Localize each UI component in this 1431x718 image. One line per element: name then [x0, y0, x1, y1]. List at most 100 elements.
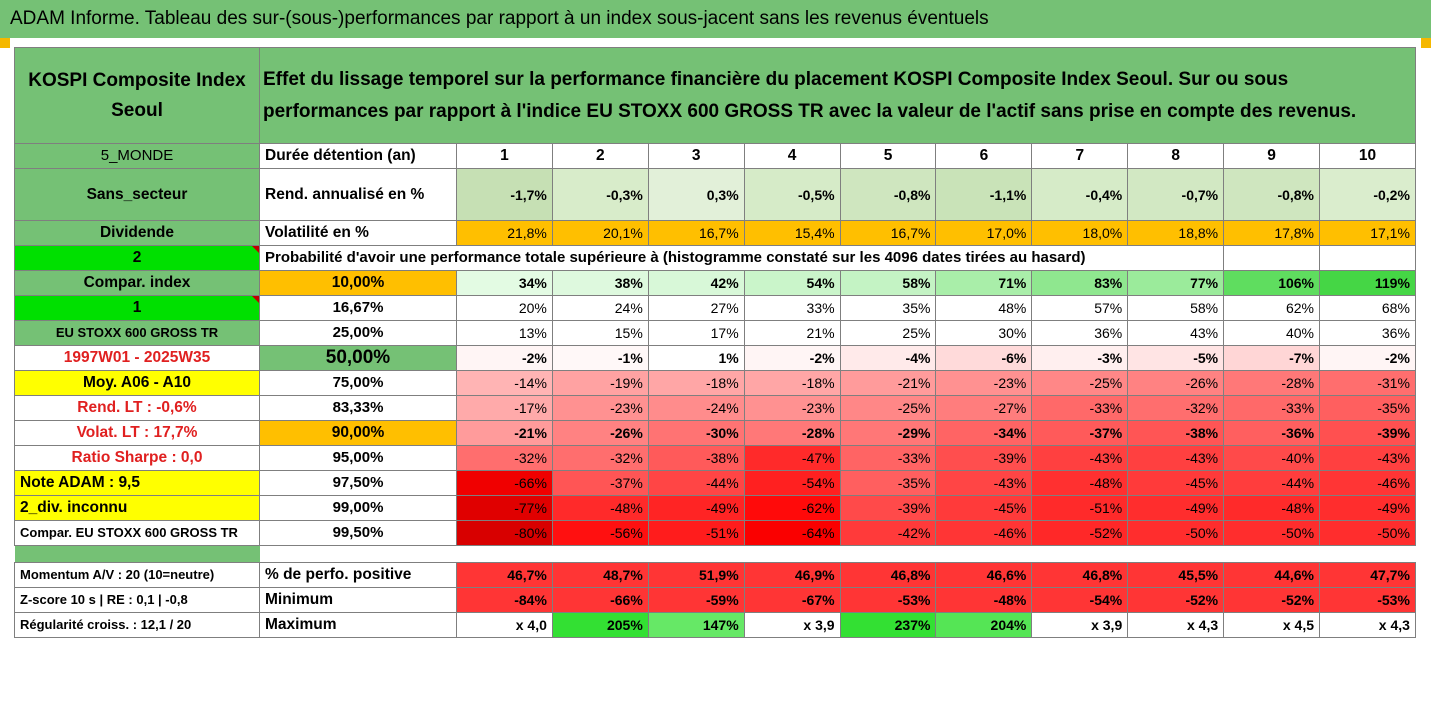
summary-row: Momentum A/V : 20 (10=neutre)% de perfo.…: [14, 562, 1416, 588]
summary-left-label: Z-score 10 s | RE : 0,1 | -0,8: [14, 587, 260, 613]
rend-cell: -1,1%: [935, 168, 1033, 221]
probability-value-cell: 35%: [839, 295, 937, 321]
probability-value-cell: -2%: [456, 345, 553, 371]
long-term-volatility-label: Volat. LT : 17,7%: [14, 420, 260, 446]
probability-value-cell: -5%: [1127, 345, 1225, 371]
holding-years-cell: 6: [935, 143, 1033, 169]
probability-value-cell: 38%: [551, 270, 649, 296]
probability-value-cell: 36%: [1031, 320, 1129, 346]
probability-value-cell: -33%: [839, 445, 937, 471]
probability-row: Compar. index 10,00% 34% 38% 42% 54% 58% 71% 83%…: [14, 270, 1416, 296]
vol-cell: 20,1%: [551, 220, 649, 246]
summary-value-cell: -48%: [935, 587, 1033, 613]
summary-row: Z-score 10 s | RE : 0,1 | -0,8 Minimum -84…: [14, 587, 1416, 613]
probability-value-cell: -17%: [456, 395, 553, 421]
summary-left-label: Régularité croiss. : 12,1 / 20: [14, 612, 260, 638]
vol-cell: 21,8%: [456, 220, 553, 246]
spacer-row: [14, 545, 1416, 563]
percentile-cell: 10,00%: [259, 270, 457, 296]
probability-value-cell: -24%: [647, 395, 745, 421]
summary-value-cell: 44,6%: [1223, 562, 1321, 588]
probability-row: 2_div. inconnu 99,00% -77% -48% -49% -62% -39%…: [14, 495, 1416, 521]
percentile-cell: 95,00%: [259, 445, 457, 471]
title-bar: ADAM Informe. Tableau des sur-(sous-)per…: [0, 0, 1431, 39]
probability-row: Rend. LT : -0,6% 83,33% -17% -23% -24% -23% -2…: [14, 395, 1416, 421]
probability-value-cell: -43%: [1127, 445, 1225, 471]
summary-value-cell: 46,6%: [935, 562, 1033, 588]
probability-value-cell: -30%: [647, 420, 745, 446]
percentile-cell: 99,00%: [259, 495, 457, 521]
summary-value-cell: 147%: [647, 612, 745, 638]
probability-value-cell: -39%: [935, 445, 1033, 471]
probability-value-cell: -66%: [456, 470, 553, 496]
probability-value-cell: -7%: [1223, 345, 1321, 371]
probability-value-cell: 119%: [1319, 270, 1416, 296]
years-row: 5_MONDE Durée détention (an) 1 2 3 4 5 6 7 8 9 10: [14, 143, 1416, 169]
probability-value-cell: 106%: [1223, 270, 1321, 296]
probability-value-cell: -48%: [1223, 495, 1321, 521]
probability-value-cell: -32%: [551, 445, 649, 471]
report-title: ADAM Informe. Tableau des sur-(sous-)per…: [10, 8, 989, 29]
prob-index-cell: 2: [14, 245, 260, 271]
probability-value-cell: 58%: [1127, 295, 1225, 321]
average-label: Moy. A06 - A10: [14, 370, 260, 396]
probability-value-cell: -46%: [1319, 470, 1416, 496]
probability-value-cell: 27%: [647, 295, 745, 321]
percentile-cell: 16,67%: [259, 295, 457, 321]
probability-value-cell: 57%: [1031, 295, 1129, 321]
probability-value-cell: -36%: [1223, 420, 1321, 446]
probability-value-cell: 58%: [839, 270, 937, 296]
vol-cell: 17,8%: [1223, 220, 1321, 246]
rend-row: Sans_secteur Rend. annualisé en % -1,7% -0,…: [14, 168, 1416, 221]
probability-value-cell: -19%: [551, 370, 649, 396]
performance-table: KOSPI Composite Index Seoul Effet du lis…: [14, 47, 1416, 638]
probability-value-cell: -34%: [935, 420, 1033, 446]
summary-row-label: % de perfo. positive: [259, 562, 457, 588]
probability-value-cell: 68%: [1319, 295, 1416, 321]
summary-value-cell: 46,9%: [743, 562, 841, 588]
probability-value-cell: -6%: [935, 345, 1033, 371]
probability-value-cell: 77%: [1127, 270, 1225, 296]
probability-value-cell: -46%: [935, 520, 1033, 546]
probability-value-cell: -26%: [551, 420, 649, 446]
probability-row: 1997W01 - 2025W35 50,00% -2% -1% 1% -2% -4% -6%…: [14, 345, 1416, 371]
probability-value-cell: -56%: [551, 520, 649, 546]
holding-years-cell: 1: [456, 143, 553, 169]
years-row-label: Durée détention (an): [259, 143, 457, 169]
probability-row: Ratio Sharpe : 0,0 95,00% -32% -32% -38% -47%…: [14, 445, 1416, 471]
probability-value-cell: -26%: [1127, 370, 1225, 396]
summary-value-cell: -53%: [1319, 587, 1416, 613]
probability-value-cell: 83%: [1031, 270, 1129, 296]
probability-value-cell: -44%: [1223, 470, 1321, 496]
probability-value-cell: 43%: [1127, 320, 1225, 346]
spacer-cell: [14, 545, 260, 563]
summary-value-cell: 204%: [935, 612, 1033, 638]
rend-cell: -1,7%: [456, 168, 553, 221]
probability-value-cell: 25%: [839, 320, 937, 346]
probability-row: Note ADAM : 9,5 97,50% -66% -37% -44% -54% -35…: [14, 470, 1416, 496]
vol-cell: 16,7%: [839, 220, 937, 246]
vol-cell: 15,4%: [743, 220, 841, 246]
period-label: 1997W01 - 2025W35: [14, 345, 260, 371]
vol-cell: 17,0%: [935, 220, 1033, 246]
summary-value-cell: -84%: [456, 587, 553, 613]
probability-value-cell: 30%: [935, 320, 1033, 346]
percentile-cell: 25,00%: [259, 320, 457, 346]
corner-marker-right: [1421, 38, 1431, 48]
probability-value-cell: -51%: [647, 520, 745, 546]
summary-value-cell: x 3,9: [743, 612, 841, 638]
probability-row: EU STOXX 600 GROSS TR 25,00% 13% 15% 17% 21% 2…: [14, 320, 1416, 346]
holding-years-cell: 9: [1223, 143, 1321, 169]
rend-row-label: Rend. annualisé en %: [259, 168, 457, 221]
probability-value-cell: 48%: [935, 295, 1033, 321]
percentile-cell: 99,50%: [259, 520, 457, 546]
empty-cell: [1319, 245, 1416, 271]
probability-value-cell: -18%: [743, 370, 841, 396]
probability-value-cell: -43%: [935, 470, 1033, 496]
probability-value-cell: -64%: [743, 520, 841, 546]
summary-row-label: Maximum: [259, 612, 457, 638]
probability-value-cell: -80%: [456, 520, 553, 546]
probability-value-cell: -28%: [743, 420, 841, 446]
report-description: Effet du lissage temporel sur la perform…: [259, 47, 1416, 144]
probability-value-cell: -23%: [743, 395, 841, 421]
